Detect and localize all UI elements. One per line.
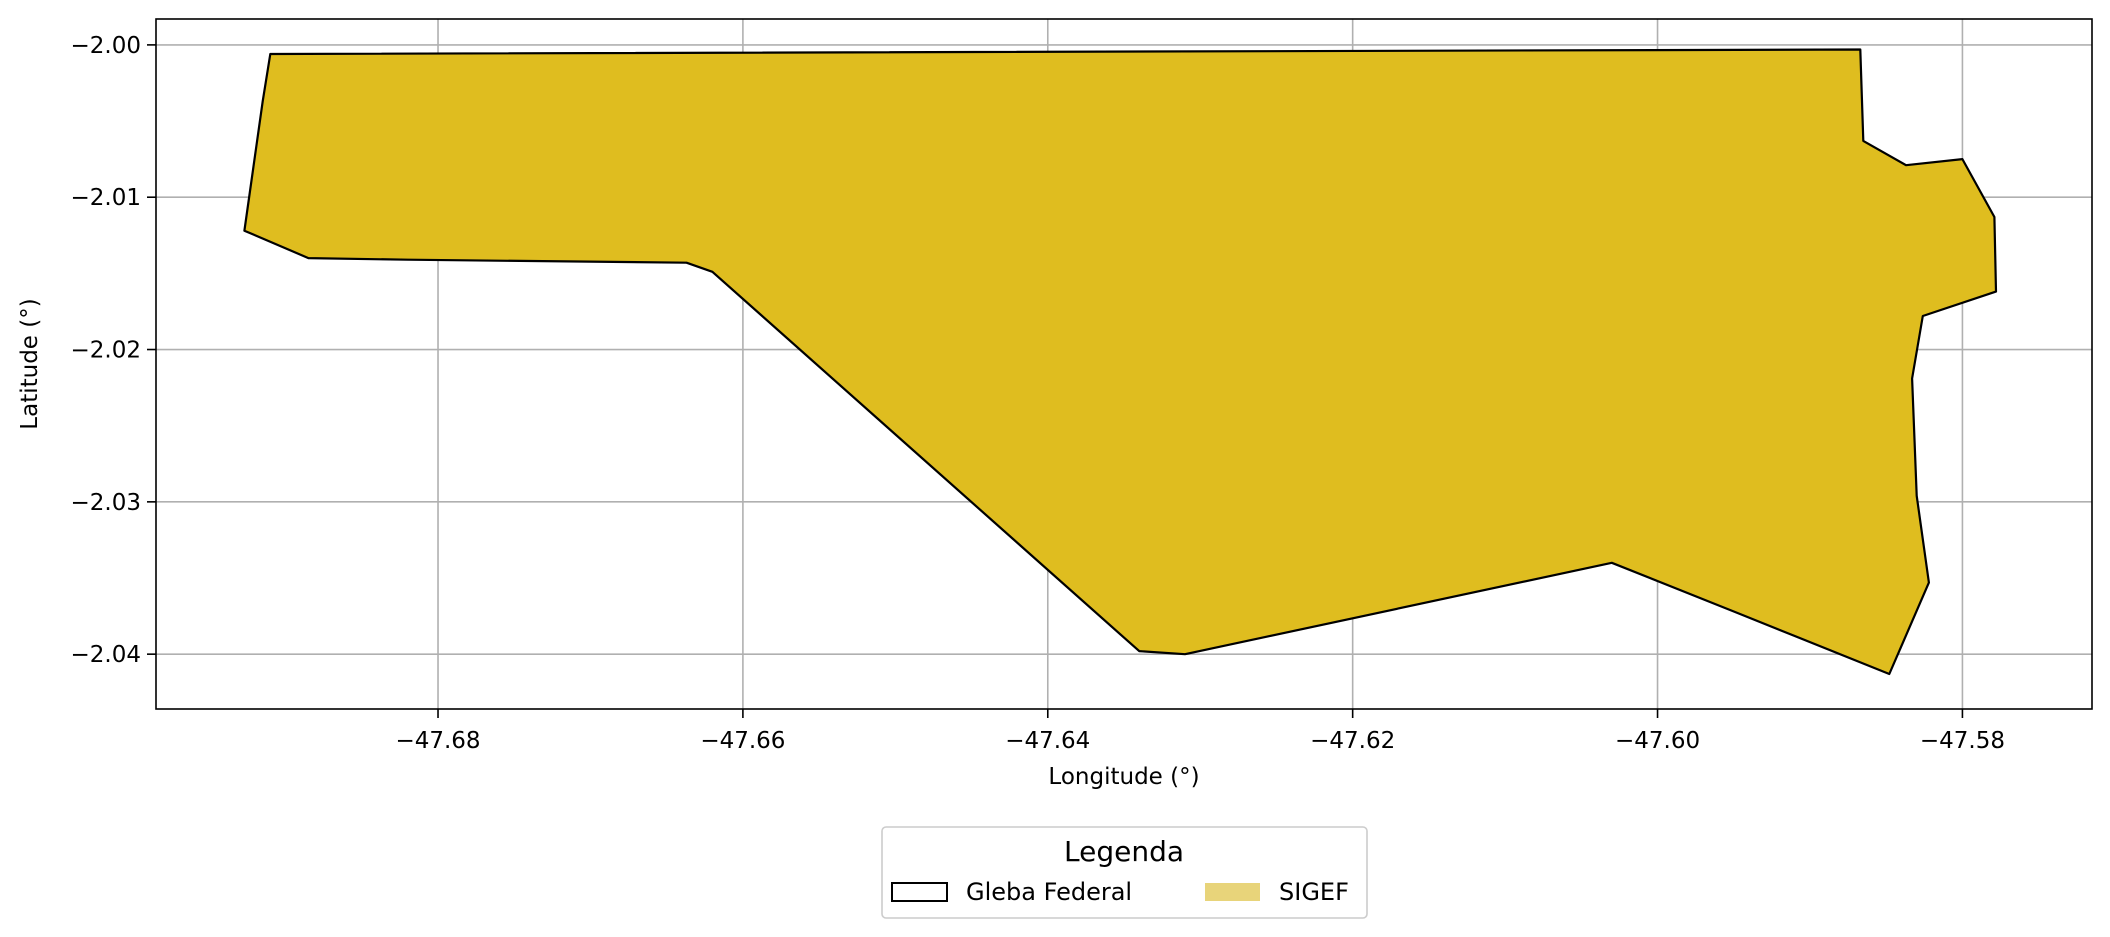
legend: Legenda Gleba Federal SIGEF	[881, 826, 1368, 919]
x-tick-label: −47.58	[1920, 728, 2005, 754]
x-tick-label: −47.68	[395, 728, 480, 754]
y-tick-label: −2.02	[71, 338, 141, 364]
legend-label-sigef: SIGEF	[1279, 878, 1349, 906]
y-tick-label: −2.01	[71, 185, 141, 211]
map-layers	[243, 48, 1998, 676]
y-tick-label: −2.03	[71, 490, 141, 516]
legend-label-gleba-federal: Gleba Federal	[966, 878, 1132, 906]
sigef-parcel-polygon	[243, 48, 1998, 676]
y-tick-label: −2.00	[71, 33, 141, 59]
legend-swatch-sigef	[1205, 883, 1260, 901]
x-tick-label: −47.66	[700, 728, 785, 754]
x-tick-label: −47.60	[1615, 728, 1700, 754]
x-axis-label: Longitude (°)	[1048, 764, 1199, 790]
legend-swatch-gleba-federal	[891, 882, 948, 902]
y-axis-ticks: −2.00 −2.01 −2.02 −2.03 −2.04	[71, 33, 156, 668]
axes-frame	[155, 18, 2093, 710]
plot-area	[155, 18, 2093, 710]
x-tick-label: −47.64	[1005, 728, 1090, 754]
legend-title: Legenda	[1064, 835, 1184, 868]
x-axis-ticks: −47.68 −47.66 −47.64 −47.62 −47.60 −47.58	[395, 709, 2005, 754]
y-tick-label: −2.04	[71, 642, 141, 668]
y-axis-label: Latitude (°)	[17, 298, 43, 429]
x-tick-label: −47.62	[1310, 728, 1395, 754]
